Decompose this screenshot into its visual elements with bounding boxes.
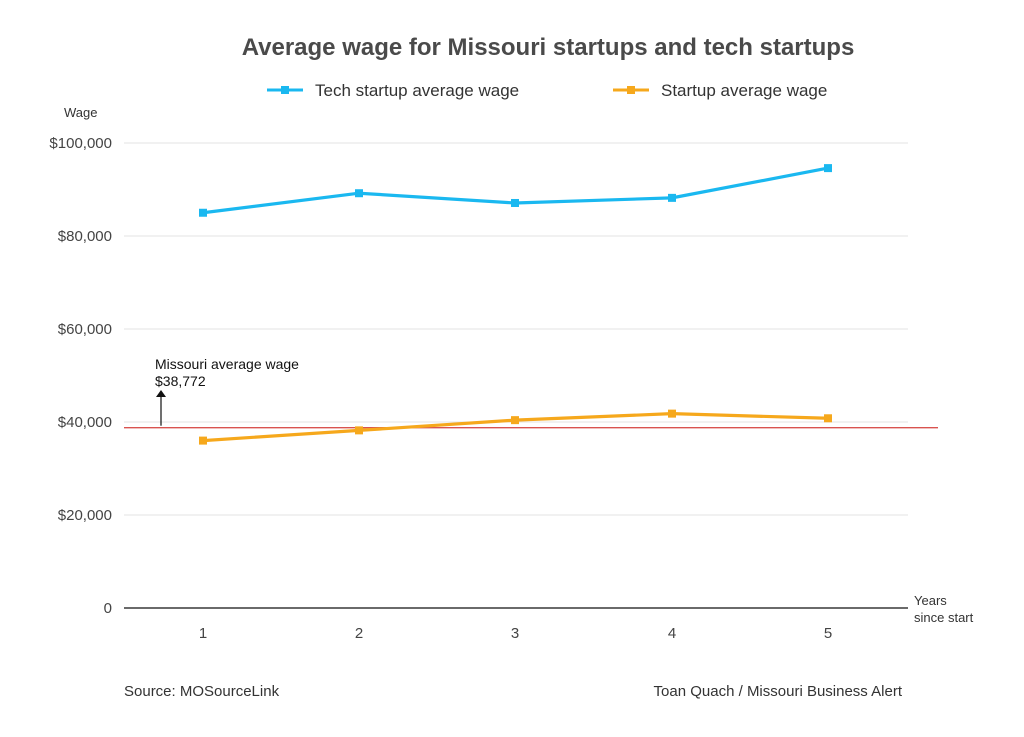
data-point <box>668 409 676 418</box>
reference-label: Missouri average wage <box>155 356 299 372</box>
data-point <box>511 416 519 425</box>
y-tick-label: $40,000 <box>58 414 112 431</box>
x-tick-label: 2 <box>355 625 363 642</box>
legend-marker <box>281 86 289 94</box>
arrowhead-icon <box>156 390 166 397</box>
data-point <box>355 426 363 435</box>
legend-marker <box>627 86 635 94</box>
y-tick-label: $20,000 <box>58 507 112 524</box>
x-axis-title: Years since start <box>914 593 974 625</box>
series-group <box>199 164 832 445</box>
chart-title: Average wage for Missouri startups and t… <box>242 34 855 61</box>
x-tick-label: 4 <box>668 625 676 642</box>
source-note: Source: MOSourceLink <box>124 683 280 700</box>
y-tick-label: $80,000 <box>58 228 112 245</box>
x-axis-ticks: 1 2 3 4 5 <box>199 625 832 642</box>
y-axis-title: Wage <box>64 105 97 120</box>
data-point <box>668 193 676 202</box>
data-point <box>824 164 832 173</box>
legend-label: Tech startup average wage <box>315 81 519 100</box>
reference-value-label: $38,772 <box>155 373 206 389</box>
data-point <box>824 414 832 423</box>
gridlines <box>124 142 908 609</box>
data-point <box>355 189 363 198</box>
y-axis-ticks: 0 $20,000 $40,000 $60,000 $80,000 $100,000 <box>49 135 112 617</box>
legend: Tech startup average wage Startup average… <box>267 81 827 100</box>
legend-label: Startup average wage <box>661 81 827 100</box>
credit-note: Toan Quach / Missouri Business Alert <box>654 683 903 700</box>
reference-line-group: Missouri average wage$38,772 <box>124 356 938 429</box>
y-tick-label: $60,000 <box>58 321 112 338</box>
x-tick-label: 1 <box>199 625 207 642</box>
y-tick-label: 0 <box>104 600 112 617</box>
data-point <box>199 436 207 445</box>
y-tick-label: $100,000 <box>49 135 112 152</box>
x-tick-label: 3 <box>511 625 519 642</box>
x-tick-label: 5 <box>824 625 832 642</box>
data-point <box>199 208 207 217</box>
data-point <box>511 198 519 207</box>
